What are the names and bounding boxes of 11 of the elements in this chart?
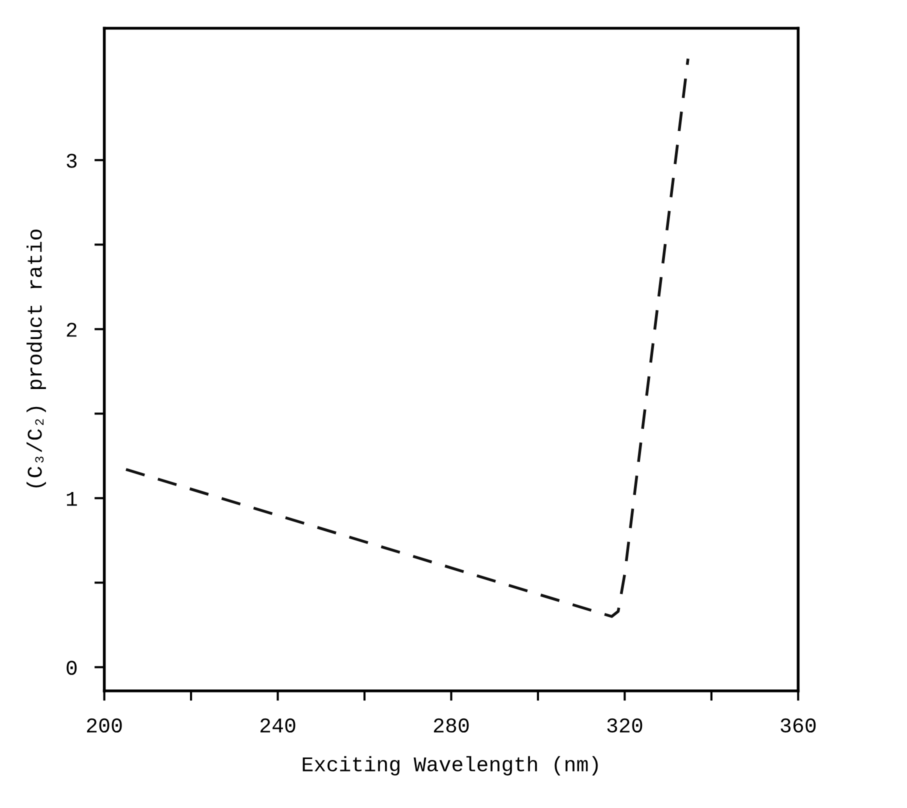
x-axis-title: Exciting Wavelength (nm) — [302, 756, 598, 776]
y-tick-label: 2 — [66, 322, 76, 337]
x-tick-label: 200 — [87, 718, 122, 733]
y-tick-label: 1 — [66, 492, 77, 506]
y-tick-label: 3 — [66, 154, 77, 168]
y-tick-label: 0 — [66, 660, 77, 675]
x-tick-label: 360 — [780, 718, 816, 733]
x-tick-label: 240 — [260, 718, 296, 733]
x-tick-label: 280 — [434, 718, 469, 733]
y-axis-title: (C₃/C₂) product ratio — [26, 230, 46, 488]
x-tick-label: 320 — [607, 718, 642, 733]
